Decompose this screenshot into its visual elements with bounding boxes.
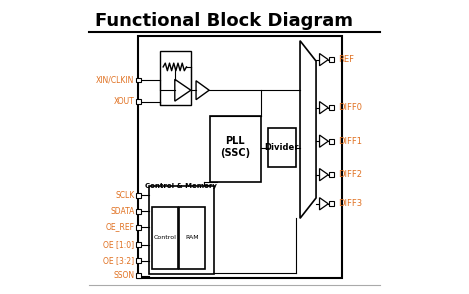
Bar [210, 116, 261, 182]
Polygon shape [196, 81, 209, 100]
Text: Functional Block Diagram: Functional Block Diagram [95, 11, 353, 30]
Bar [136, 78, 141, 83]
Bar [138, 36, 342, 278]
Polygon shape [319, 101, 328, 114]
Text: Divider: Divider [265, 143, 299, 152]
Bar [136, 258, 141, 263]
Text: PLL
(SSC): PLL (SSC) [220, 136, 250, 158]
Text: SCLK: SCLK [115, 191, 135, 200]
Text: 电子发烧友
www.elecfans.com: 电子发烧友 www.elecfans.com [281, 255, 340, 266]
Text: DIFF1: DIFF1 [338, 137, 362, 146]
Bar [136, 99, 141, 104]
Bar [160, 51, 191, 105]
Text: XOUT: XOUT [114, 97, 135, 106]
Text: OE [1:0]: OE [1:0] [104, 240, 135, 249]
Polygon shape [319, 198, 328, 210]
Text: Control: Control [153, 235, 176, 240]
Text: Control & Memory: Control & Memory [145, 183, 217, 189]
Text: OE_REF: OE_REF [106, 223, 135, 232]
Polygon shape [319, 54, 328, 66]
Bar [136, 273, 141, 278]
Polygon shape [319, 135, 328, 147]
Text: DIFF2: DIFF2 [338, 170, 362, 179]
Polygon shape [319, 168, 328, 181]
Text: DIFF0: DIFF0 [338, 103, 362, 112]
Text: OE [3:2]: OE [3:2] [104, 256, 135, 265]
Bar [136, 209, 141, 213]
Bar [329, 57, 334, 62]
Bar [329, 105, 334, 110]
Bar [329, 201, 334, 206]
Text: SSON: SSON [113, 271, 135, 280]
Polygon shape [300, 41, 316, 218]
Bar [268, 128, 295, 167]
Text: REF: REF [338, 55, 354, 64]
Bar [149, 186, 214, 274]
Bar [136, 242, 141, 247]
Bar [136, 225, 141, 230]
Text: RAM: RAM [185, 235, 198, 240]
Text: XIN/CLKIN: XIN/CLKIN [96, 76, 135, 84]
Text: DIFF3: DIFF3 [338, 199, 362, 208]
Bar [329, 172, 334, 177]
Bar [329, 139, 334, 144]
Bar [151, 207, 178, 269]
Polygon shape [175, 79, 191, 101]
Text: SDATA: SDATA [110, 207, 135, 216]
Bar [136, 193, 141, 198]
Bar [179, 207, 205, 269]
